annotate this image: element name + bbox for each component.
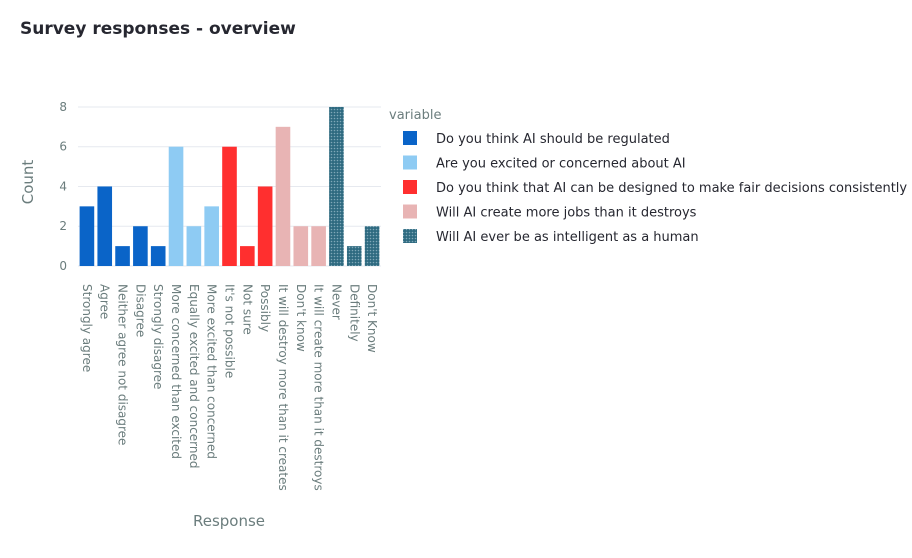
x-tick-label: It will destroy more than it creates <box>276 284 290 491</box>
x-tick-label: Disagree <box>133 284 147 337</box>
bar <box>293 226 309 266</box>
legend-swatch[interactable] <box>403 131 417 145</box>
y-axis-title: Count <box>19 160 37 205</box>
y-tick-label: 6 <box>59 140 67 154</box>
bar <box>222 146 237 266</box>
x-tick-label: Equally excited and concerned <box>187 284 201 469</box>
x-tick-label: It will create more than it destroys <box>312 284 326 491</box>
x-tick-label: More concerned than excited <box>169 284 183 459</box>
bar <box>133 226 148 266</box>
y-tick-label: 8 <box>59 100 67 114</box>
legend-title: variable <box>389 108 441 123</box>
legend-swatch[interactable] <box>403 204 417 219</box>
legend-swatch[interactable] <box>403 180 417 194</box>
legend-entry[interactable]: Do you think that AI can be designed to … <box>436 181 907 196</box>
legend-entry[interactable]: Will AI ever be as intelligent as a huma… <box>436 230 699 245</box>
x-axis-title: Response <box>193 512 265 530</box>
y-tick-label: 4 <box>59 179 67 193</box>
bar <box>240 246 255 266</box>
bar <box>115 246 130 266</box>
x-tick-label: It's not possible <box>223 284 237 378</box>
legend-swatch[interactable] <box>403 155 417 170</box>
bar <box>329 106 344 266</box>
bar <box>275 126 291 266</box>
x-tick-label: Not sure <box>240 284 254 335</box>
x-tick-label: Strongly agree <box>80 284 94 372</box>
x-tick-label: Definitely <box>347 284 361 342</box>
bar <box>150 246 166 266</box>
x-tick-label: More excited than concerned <box>205 284 219 459</box>
bar <box>364 226 380 266</box>
page-title: Survey responses - overview <box>20 19 296 39</box>
y-tick-label: 2 <box>59 219 67 233</box>
bar <box>79 206 95 266</box>
x-tick-label: Agree <box>98 284 112 319</box>
x-tick-label: Strongly disagree <box>151 284 165 389</box>
x-tick-label: Don't know <box>294 284 308 352</box>
legend-entry[interactable]: Are you excited or concerned about AI <box>436 157 686 172</box>
bar <box>346 246 362 266</box>
x-tick-label: Possibly <box>258 284 272 332</box>
x-tick-label: Don't Know <box>365 284 379 353</box>
bar <box>97 186 113 266</box>
bar <box>186 226 202 266</box>
bar <box>168 146 184 266</box>
legend-swatch[interactable] <box>403 229 417 243</box>
bar <box>204 206 219 266</box>
bar <box>311 226 326 266</box>
legend-entry[interactable]: Do you think AI should be regulated <box>436 132 670 147</box>
legend-entry[interactable]: Will AI create more jobs than it destroy… <box>436 206 697 221</box>
y-tick-label: 0 <box>59 259 67 273</box>
x-tick-label: Never <box>329 284 343 320</box>
bar <box>257 186 273 266</box>
x-tick-label: Neither agree not disagree <box>116 284 130 445</box>
